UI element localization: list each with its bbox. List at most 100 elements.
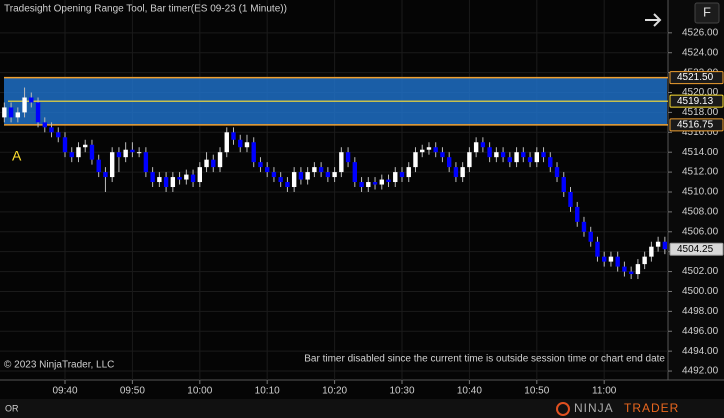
y-tick-label: 4498.00 bbox=[682, 306, 719, 317]
candle-body bbox=[109, 152, 115, 178]
candle-body bbox=[224, 132, 229, 153]
candle-body bbox=[595, 241, 600, 257]
candle-body bbox=[150, 172, 155, 183]
candle-body bbox=[588, 231, 593, 242]
candle-body bbox=[561, 177, 566, 192]
chart-title: Tradesight Opening Range Tool, Bar timer… bbox=[4, 4, 287, 15]
x-tick-label: 10:00 bbox=[187, 386, 212, 397]
candle-body bbox=[460, 167, 465, 178]
x-tick-label: 10:30 bbox=[389, 386, 414, 397]
candle-body bbox=[446, 157, 452, 168]
candle-body bbox=[467, 152, 472, 168]
candle-body bbox=[318, 167, 324, 173]
candles bbox=[2, 87, 668, 280]
candle-body bbox=[271, 172, 277, 178]
candle-body bbox=[352, 162, 358, 183]
candle-body bbox=[15, 112, 21, 118]
opening-range: A bbox=[4, 76, 668, 164]
candle-body bbox=[211, 159, 216, 168]
candle-body bbox=[426, 147, 432, 150]
candle-body bbox=[548, 157, 553, 168]
candle-body bbox=[534, 152, 539, 163]
candle-body bbox=[440, 152, 445, 158]
candle-body bbox=[22, 97, 27, 113]
copyright: © 2023 NinjaTrader, LLC bbox=[4, 360, 114, 371]
candle-body bbox=[305, 172, 310, 180]
candle-body bbox=[433, 147, 438, 153]
candle-body bbox=[399, 172, 405, 178]
y-tick-label: 4514.00 bbox=[682, 147, 719, 158]
y-tick-label: 4516.00 bbox=[682, 127, 719, 138]
candle-body bbox=[177, 177, 182, 180]
candle-body bbox=[581, 221, 587, 232]
y-tick-label: 4496.00 bbox=[682, 326, 719, 337]
logo-part: NINJA bbox=[574, 401, 614, 415]
candle-body bbox=[49, 127, 54, 133]
price-marker bbox=[669, 94, 724, 108]
candle-body bbox=[197, 167, 202, 183]
candle-body bbox=[278, 177, 283, 183]
candle-body bbox=[406, 167, 411, 178]
candle-body bbox=[2, 107, 7, 118]
price-marker bbox=[669, 242, 724, 256]
arrow-icon[interactable] bbox=[645, 13, 662, 27]
y-tick-label: 4520.00 bbox=[682, 87, 719, 98]
y-tick-label: 4492.00 bbox=[682, 366, 719, 377]
tab[interactable]: OR bbox=[5, 403, 19, 413]
candle-body bbox=[602, 256, 607, 262]
candle-body bbox=[42, 122, 47, 128]
candle-body bbox=[123, 149, 128, 158]
y-tick-label: 4524.00 bbox=[682, 47, 719, 58]
candle-body bbox=[285, 182, 290, 188]
y-tick-label: 4508.00 bbox=[682, 207, 719, 218]
candle-body bbox=[480, 142, 486, 148]
candle-body bbox=[29, 97, 34, 103]
candle-body bbox=[473, 142, 479, 153]
candle-body bbox=[89, 144, 95, 160]
candle-body bbox=[453, 167, 459, 178]
button-label[interactable]: F bbox=[703, 4, 711, 19]
message: Bar timer disabled since the current tim… bbox=[304, 354, 665, 365]
price-axis-panel bbox=[668, 0, 724, 380]
candle-body bbox=[372, 182, 378, 185]
y-tick-label: 4500.00 bbox=[682, 286, 719, 297]
price-marker-label: 4521.50 bbox=[677, 72, 714, 83]
x-tick-label: 11:00 bbox=[592, 386, 617, 397]
candle-body bbox=[251, 142, 256, 163]
candle-body bbox=[76, 147, 81, 158]
candle-body bbox=[575, 206, 580, 222]
candle-body bbox=[332, 172, 337, 178]
candle-body bbox=[642, 256, 647, 265]
y-tick-label: 4512.00 bbox=[682, 167, 719, 178]
candle-body bbox=[56, 132, 61, 138]
candle-body bbox=[507, 157, 513, 163]
x-tick-label: 09:40 bbox=[52, 386, 77, 397]
candle-body bbox=[514, 152, 519, 163]
price-marker bbox=[669, 71, 724, 85]
candle-body bbox=[130, 149, 135, 153]
candle-body bbox=[103, 172, 108, 178]
candle-body bbox=[487, 147, 492, 158]
candle-body bbox=[345, 152, 351, 163]
candle-body bbox=[96, 159, 101, 173]
button[interactable] bbox=[694, 2, 720, 24]
price-marker-label: 4504.25 bbox=[677, 244, 714, 255]
candle-body bbox=[116, 152, 122, 158]
candle-body bbox=[494, 152, 499, 158]
price-marker bbox=[669, 118, 724, 132]
candle-body bbox=[231, 132, 236, 140]
candle-body bbox=[554, 167, 560, 178]
candle-body bbox=[527, 157, 533, 163]
candle-body bbox=[386, 179, 391, 183]
y-tick-label: 4518.00 bbox=[682, 107, 719, 118]
y-tick-label: 4494.00 bbox=[682, 346, 719, 357]
candle-body bbox=[258, 162, 263, 168]
candle-body bbox=[8, 107, 14, 118]
candle-body bbox=[413, 152, 418, 168]
candle-body bbox=[662, 241, 668, 250]
candle-body bbox=[325, 172, 331, 178]
candle-body bbox=[204, 159, 209, 168]
candle-body bbox=[163, 177, 169, 188]
y-tick-label: 4502.00 bbox=[682, 266, 719, 277]
candle-body bbox=[136, 152, 142, 154]
